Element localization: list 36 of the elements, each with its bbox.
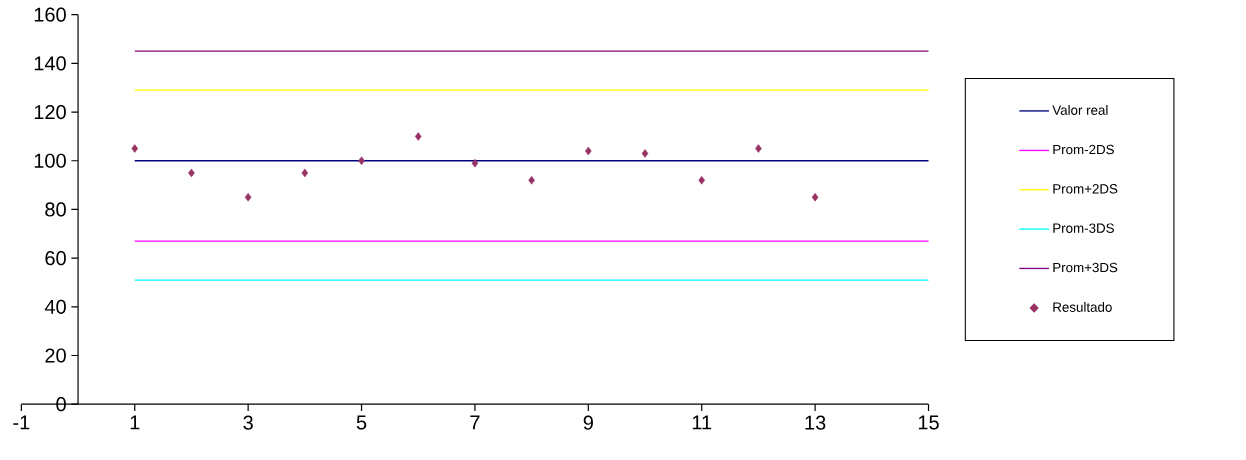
point [528, 175, 535, 185]
legend-label: Valor real [1052, 105, 1108, 115]
point [244, 192, 252, 202]
y-tick-label: 80 [45, 202, 66, 217]
x-tick-label: 15 [918, 415, 939, 430]
point [585, 146, 592, 156]
x-tick-label: 11 [692, 415, 712, 430]
point [641, 149, 649, 158]
point [131, 144, 139, 153]
point [358, 156, 365, 165]
point [188, 168, 195, 178]
point [698, 175, 705, 185]
legend-label: Prom-3DS [1053, 223, 1114, 233]
x-tick-label: 1 [130, 415, 140, 430]
point [414, 132, 422, 141]
x-tick-label: 13 [805, 415, 826, 430]
legend-label: Prom+2DS [1053, 184, 1118, 194]
x-tick-label: -1 [13, 415, 30, 430]
legend-label: Prom-2DS [1053, 144, 1114, 155]
y-tick-label: 60 [45, 250, 66, 266]
point [471, 158, 479, 168]
y-tick-label: 120 [34, 104, 66, 120]
y-tick-label: 20 [45, 348, 66, 363]
y-tick-label: 40 [44, 299, 66, 314]
x-tick-label: 3 [243, 415, 253, 430]
y-tick-label: 140 [34, 56, 66, 71]
x-tick-label: 5 [356, 415, 367, 430]
point [755, 144, 762, 153]
y-tick-label: 160 [34, 7, 66, 22]
legend-label: Resultado [1053, 302, 1112, 312]
x-tick-label: 7 [470, 415, 480, 430]
x-tick-label: 9 [583, 415, 593, 430]
legend-label: Prom+3DS [1053, 262, 1118, 273]
y-tick-label: 100 [34, 153, 66, 168]
point [811, 192, 819, 202]
point [301, 168, 309, 178]
